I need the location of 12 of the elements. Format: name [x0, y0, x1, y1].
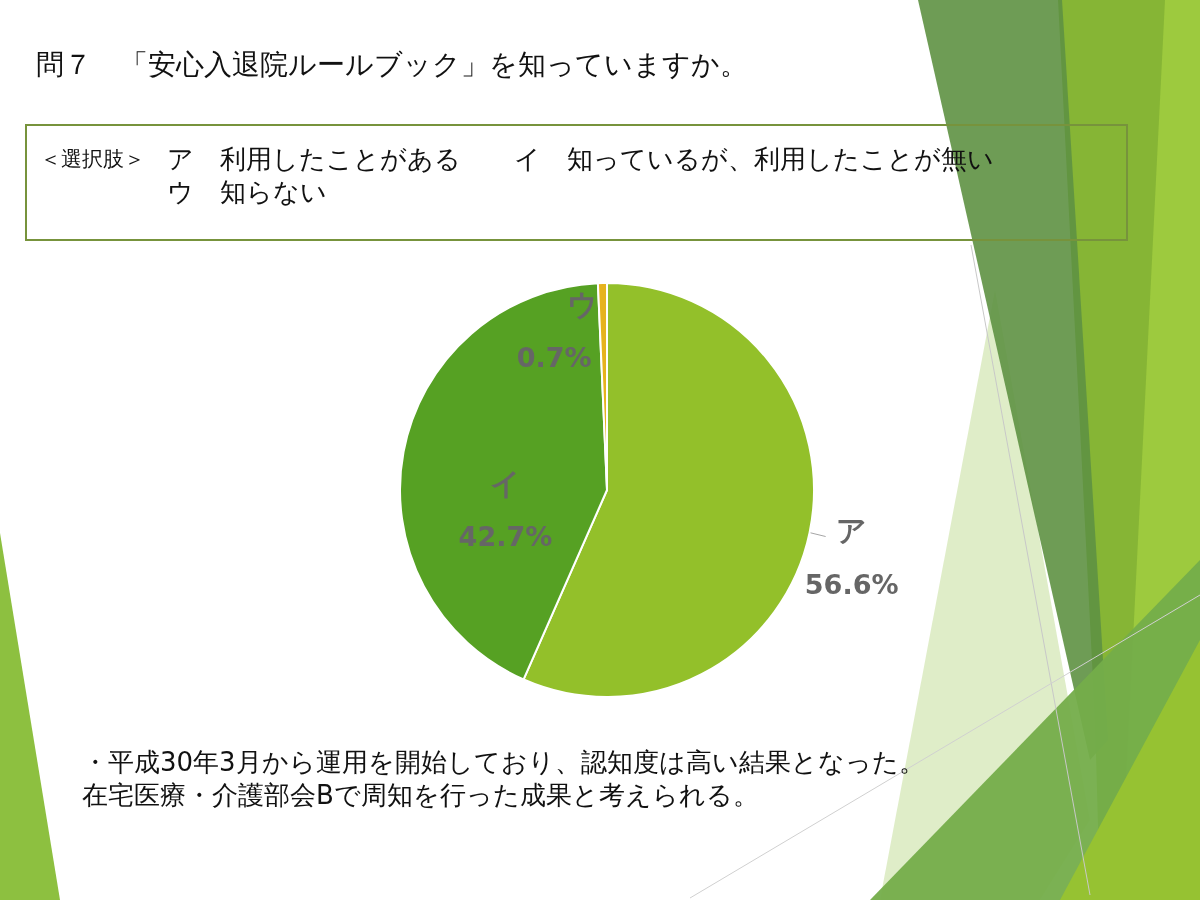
data-label: 0.7% [516, 341, 592, 373]
text: 在宅医療・介護部会Bで周知を行った成果と考えられる。 [82, 779, 759, 812]
chart-title: 問７ 「安心入退院ルールブック」を知っていますか。 [36, 47, 748, 83]
slice-label: ア [836, 513, 868, 549]
slice-label: イ [489, 465, 521, 501]
slice-label: ウ [566, 286, 598, 322]
text: ＜選択肢＞ [40, 146, 145, 173]
data-label: 56.6% [804, 568, 899, 600]
data-label: 42.7% [458, 520, 553, 552]
text: ・平成30年3月から運用を開始しており、認知度は高い結果となった。 [82, 746, 925, 779]
text: ウ 知らない [167, 176, 327, 209]
text: ア 利用したことがある [167, 143, 461, 176]
